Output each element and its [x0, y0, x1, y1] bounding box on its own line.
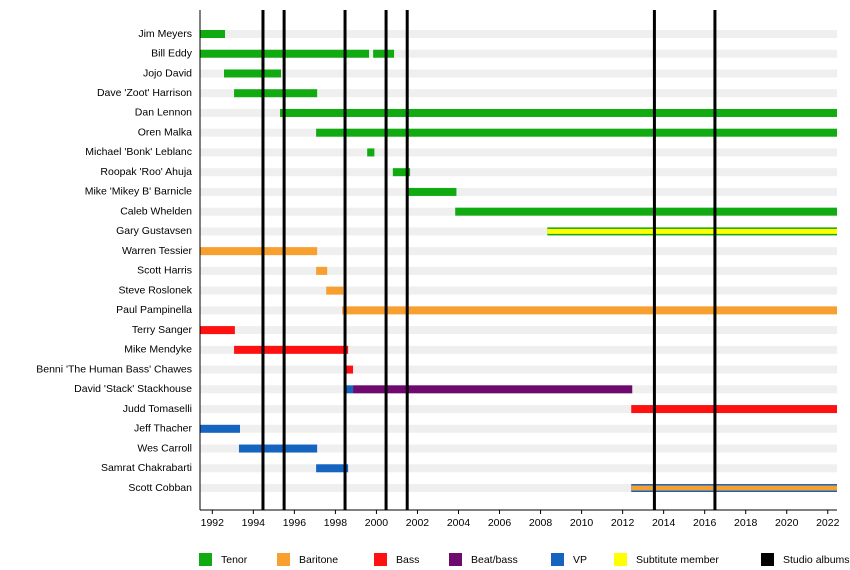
- member-bar: [353, 385, 633, 394]
- row-label: Scott Harris: [137, 265, 192, 277]
- row-label: Paul Pampinella: [116, 304, 192, 316]
- legend-label: VP: [573, 554, 587, 566]
- row-stripe: [200, 227, 837, 236]
- member-bar: [200, 247, 318, 256]
- row-stripe: [200, 484, 837, 493]
- member-bar: [238, 444, 318, 453]
- x-tick-label: 1992: [201, 517, 225, 529]
- member-bar: [200, 30, 226, 38]
- x-tick-label: 1996: [283, 517, 307, 529]
- legend-label: Beat/bass: [471, 554, 518, 566]
- legend-label: Tenor: [221, 554, 248, 566]
- row-label: Samrat Chakrabarti: [101, 462, 192, 474]
- row-label: Benni 'The Human Bass' Chawes: [36, 363, 192, 375]
- row-stripe: [200, 247, 837, 256]
- x-tick-label: 2006: [488, 517, 512, 529]
- x-tick-label: 2004: [447, 517, 471, 529]
- x-tick-label: 2018: [734, 517, 758, 529]
- member-bar: [392, 168, 411, 177]
- x-tick-label: 2002: [406, 517, 430, 529]
- row-label: Caleb Whelden: [120, 205, 192, 217]
- member-bar: [316, 266, 328, 275]
- legend-label: Studio albums: [783, 554, 850, 566]
- row-stripe: [200, 444, 837, 453]
- row-stripe: [200, 30, 837, 38]
- member-bar: [326, 286, 344, 295]
- member-bar: [631, 405, 837, 414]
- member-bar: [200, 326, 235, 335]
- member-bar: [200, 424, 241, 433]
- row-label: Steve Roslonek: [118, 284, 192, 296]
- member-bar: [316, 464, 349, 473]
- legend-swatch: [551, 553, 564, 566]
- member-bar: [455, 207, 837, 216]
- row-label: Jeff Thacher: [134, 423, 192, 435]
- row-label: Gary Gustavsen: [116, 225, 192, 237]
- row-stripe: [200, 187, 837, 196]
- x-tick-label: 2014: [652, 517, 676, 529]
- member-bar: [224, 69, 282, 78]
- member-bar: [346, 365, 354, 374]
- legend-swatch: [199, 553, 212, 566]
- legend-swatch: [374, 553, 387, 566]
- member-bar: [234, 345, 349, 354]
- row-stripe: [200, 424, 837, 433]
- x-tick-label: 2022: [816, 517, 840, 529]
- member-bar: [342, 306, 837, 315]
- member-bar: [408, 187, 457, 196]
- x-tick-label: 2016: [693, 517, 717, 529]
- row-stripe: [200, 69, 837, 78]
- member-bar: [367, 148, 375, 157]
- member-bar-inset: [547, 228, 837, 234]
- row-stripe: [200, 266, 837, 275]
- row-stripe: [200, 345, 837, 354]
- legend-label: Subtitute member: [636, 554, 719, 566]
- row-label: Terry Sanger: [132, 324, 193, 336]
- member-bar: [373, 49, 395, 58]
- row-label: Jojo David: [143, 67, 192, 79]
- row-label: Jim Meyers: [138, 28, 192, 40]
- row-stripe: [200, 365, 837, 374]
- x-tick-label: 2000: [365, 517, 389, 529]
- row-label: Judd Tomaselli: [123, 403, 192, 415]
- row-label: Oren Malka: [138, 126, 192, 138]
- row-label: Wes Carroll: [137, 442, 192, 454]
- legend-label: Baritone: [299, 554, 338, 566]
- row-stripe: [200, 286, 837, 295]
- x-tick-label: 2020: [775, 517, 799, 529]
- row-label: Michael 'Bonk' Leblanc: [85, 146, 192, 158]
- row-label: Dave 'Zoot' Harrison: [97, 87, 192, 99]
- row-label: Scott Cobban: [128, 482, 192, 494]
- row-stripe: [200, 405, 837, 414]
- legend-swatch: [449, 553, 462, 566]
- x-tick-label: 1994: [242, 517, 266, 529]
- row-label: Mike Mendyke: [124, 344, 192, 356]
- row-label: David 'Stack' Stackhouse: [74, 383, 192, 395]
- row-stripe: [200, 89, 837, 98]
- row-stripe: [200, 49, 837, 58]
- legend-label: Bass: [396, 554, 419, 566]
- member-bar: [234, 89, 318, 98]
- x-tick-label: 2012: [611, 517, 635, 529]
- row-label: Roopak 'Roo' Ahuja: [100, 166, 192, 178]
- row-stripe: [200, 326, 837, 335]
- member-bar: [316, 128, 837, 137]
- row-stripe: [200, 148, 837, 157]
- x-tick-label: 2010: [570, 517, 594, 529]
- row-stripe: [200, 168, 837, 177]
- legend-swatch: [277, 553, 290, 566]
- legend-swatch: [761, 553, 774, 566]
- member-bar-inset: [631, 485, 837, 491]
- x-tick-label: 2008: [529, 517, 553, 529]
- member-bar: [280, 108, 838, 117]
- row-label: Mike 'Mikey B' Barnicle: [85, 186, 192, 198]
- row-stripe: [200, 464, 837, 473]
- row-label: Warren Tessier: [122, 245, 193, 257]
- x-tick-label: 1998: [324, 517, 348, 529]
- legend-swatch: [614, 553, 627, 566]
- row-label: Bill Eddy: [151, 48, 193, 60]
- member-bar: [346, 385, 354, 394]
- row-label: Dan Lennon: [135, 107, 192, 119]
